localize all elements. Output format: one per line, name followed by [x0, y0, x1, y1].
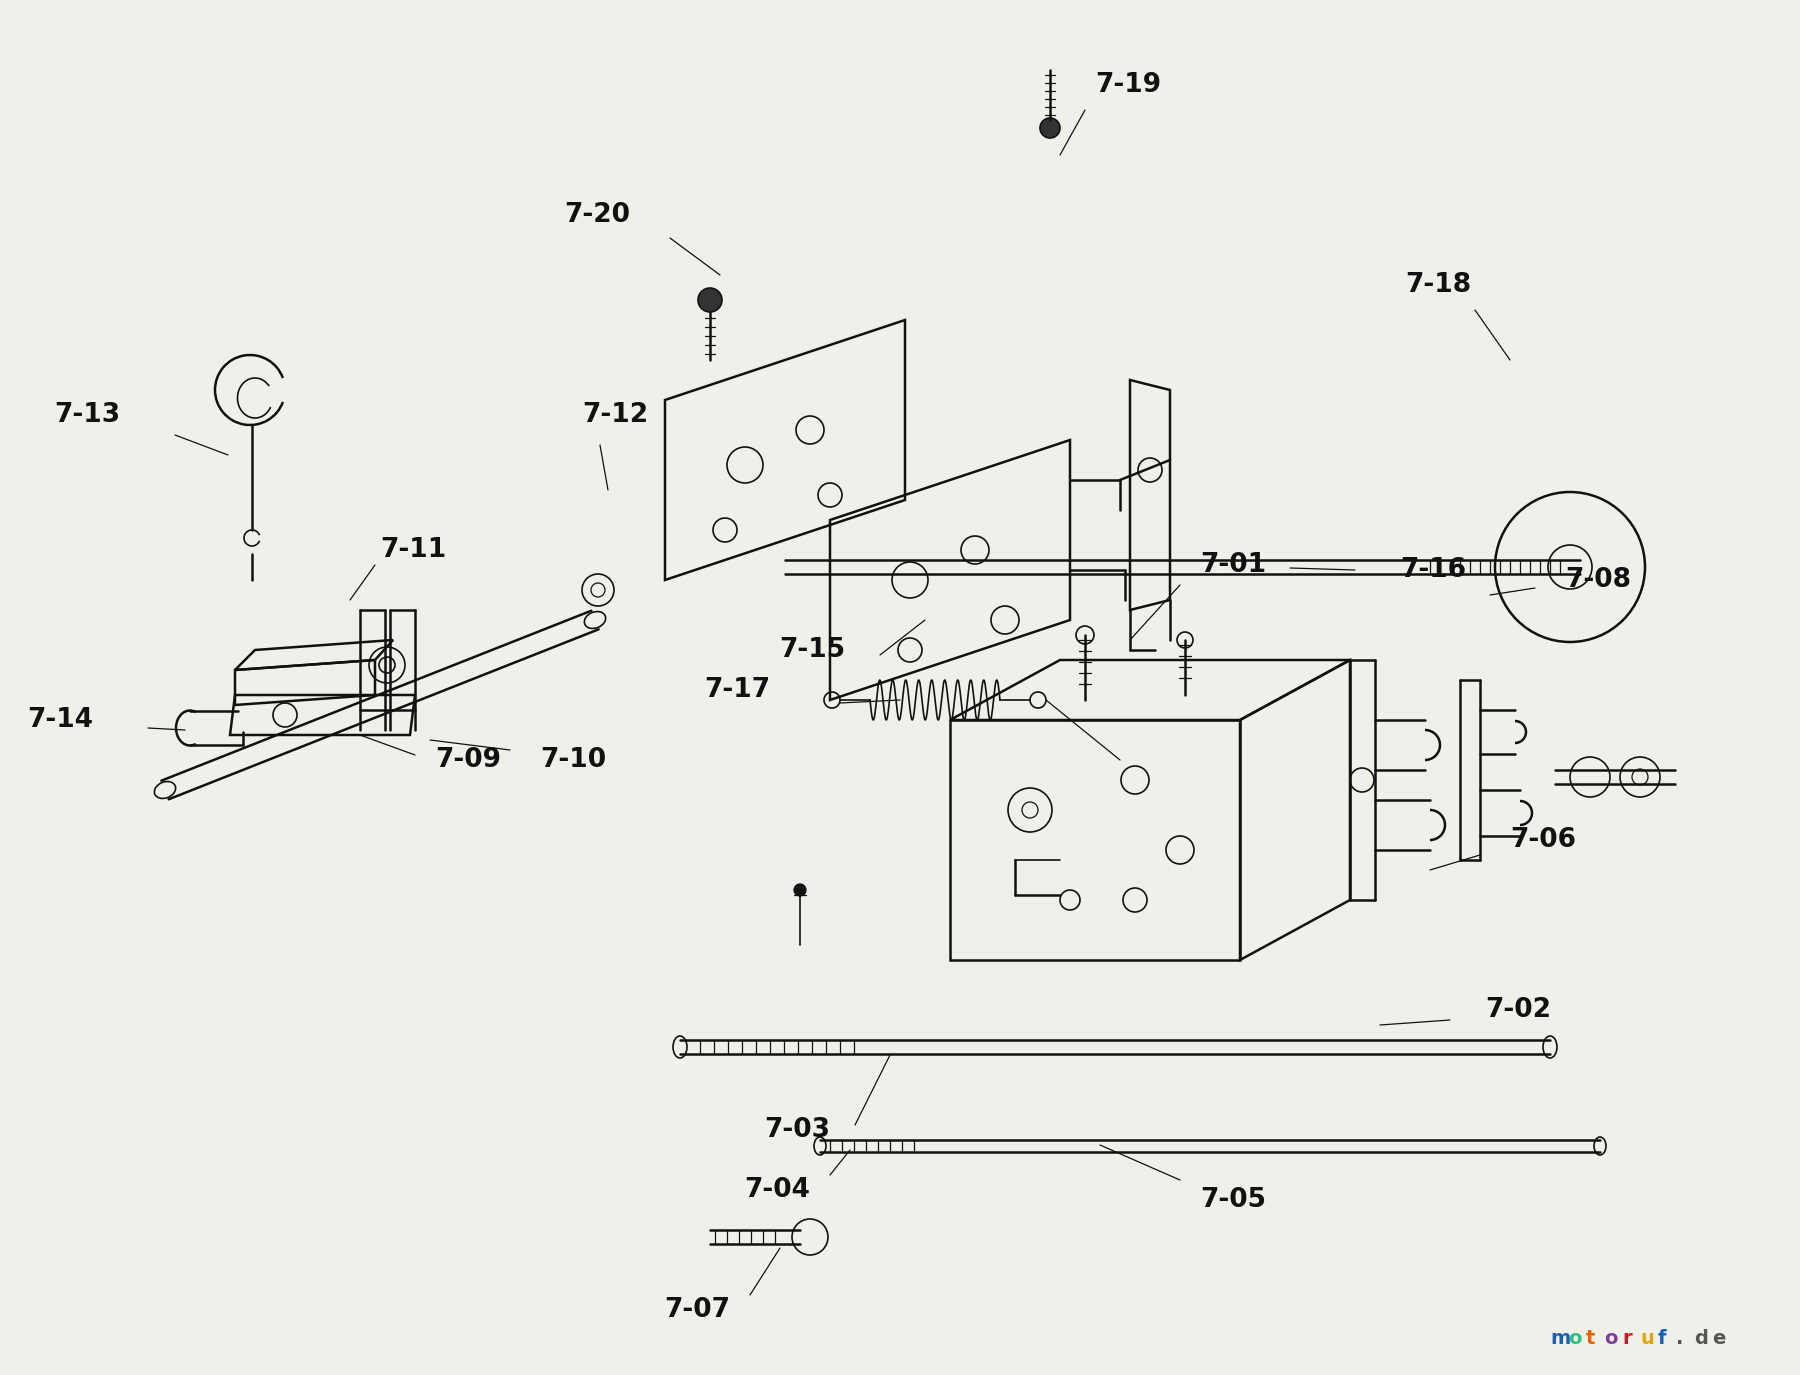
Text: 7-10: 7-10 — [540, 747, 607, 773]
Circle shape — [698, 287, 722, 312]
Text: 7-04: 7-04 — [743, 1177, 810, 1203]
Circle shape — [1040, 118, 1060, 138]
Text: 7-03: 7-03 — [763, 1116, 830, 1143]
Text: 7-09: 7-09 — [436, 747, 500, 773]
Text: 7-17: 7-17 — [704, 676, 770, 703]
Text: o: o — [1604, 1330, 1618, 1348]
Text: u: u — [1640, 1330, 1654, 1348]
Text: d: d — [1694, 1330, 1708, 1348]
Text: e: e — [1712, 1330, 1726, 1348]
Circle shape — [794, 884, 806, 896]
Text: r: r — [1622, 1330, 1631, 1348]
Text: 7-02: 7-02 — [1485, 997, 1552, 1023]
Text: o: o — [1568, 1330, 1582, 1348]
Text: 7-20: 7-20 — [563, 202, 630, 228]
Text: m: m — [1550, 1330, 1570, 1348]
Text: 7-12: 7-12 — [581, 402, 648, 428]
Text: 7-14: 7-14 — [27, 707, 94, 733]
Text: 7-07: 7-07 — [664, 1297, 731, 1323]
Text: 7-19: 7-19 — [1094, 72, 1161, 98]
Text: .: . — [1676, 1330, 1683, 1348]
Text: 7-08: 7-08 — [1564, 566, 1631, 593]
Text: 7-18: 7-18 — [1406, 272, 1471, 298]
Text: f: f — [1658, 1330, 1667, 1348]
Text: 7-13: 7-13 — [54, 402, 121, 428]
Text: 7-01: 7-01 — [1201, 551, 1265, 578]
Text: 7-06: 7-06 — [1510, 826, 1577, 852]
Text: t: t — [1586, 1330, 1595, 1348]
Text: 7-15: 7-15 — [779, 637, 844, 663]
Text: 7-05: 7-05 — [1201, 1187, 1265, 1213]
Text: 7-11: 7-11 — [380, 538, 446, 562]
Text: 7-16: 7-16 — [1400, 557, 1467, 583]
